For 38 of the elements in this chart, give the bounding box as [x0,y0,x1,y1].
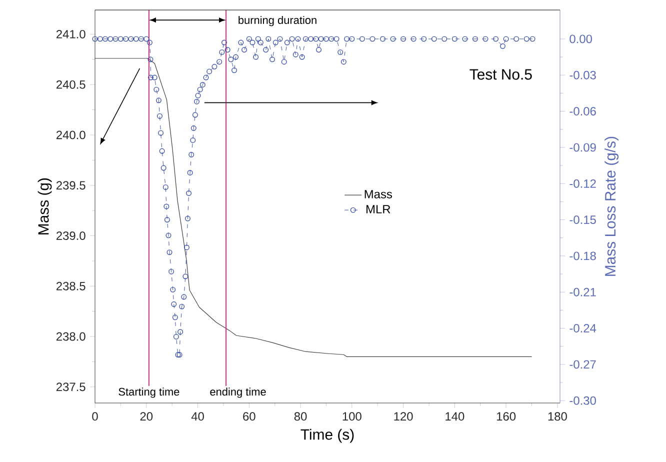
y2-tick-label: 0.00 [570,34,592,44]
ref-line-label: ending time [210,388,266,398]
y2-tick-label: -0.27 [570,360,596,369]
legend-label: Mass [364,190,392,198]
y-tick-label: 238.5 [56,282,86,290]
y-tick-label: 241.0 [56,30,86,38]
y2-tick-label: -0.15 [570,216,596,224]
y2-tick-label: -0.24 [570,324,596,332]
x-tick-label: 140 [446,412,464,421]
x-tick-label: 40 [191,412,204,421]
x-tick-label: 80 [294,412,307,421]
x-tick-label: 0 [92,412,98,421]
y2-tick-label: -0.03 [570,70,596,80]
y-tick-label: 238.0 [56,332,86,341]
y2-tick-label: -0.06 [570,107,596,116]
x-tick-label: 160 [496,412,516,421]
annotation: burning duration [238,16,316,26]
y-tick-label: 237.5 [56,382,86,392]
y2-tick-label: -0.09 [570,143,596,152]
x-axis-title: Time (s) [300,428,354,443]
y2-tick-label: -0.18 [570,252,596,260]
x-tick-label: 100 [342,412,362,421]
y-tick-label: 239.0 [56,231,86,240]
x-tick-label: 20 [140,412,153,421]
x-tick-label: 120 [394,412,413,421]
y2-axis-title: Mass Loss Rate (g/s) [604,136,619,276]
y-tick-label: 240.5 [56,80,86,89]
annotation: Test No.5 [470,69,532,80]
y2-tick-label: -0.21 [570,288,596,296]
y-axis-title: Mass (g) [38,178,52,234]
legend-label: MLR [366,205,390,214]
x-tick-label: 60 [243,412,256,421]
y2-tick-label: -0.30 [570,396,596,405]
y2-tick-label: -0.12 [570,179,596,188]
y-tick-label: 239.5 [56,181,86,190]
y-tick-label: 240.0 [56,130,86,140]
ref-line-label: Starting time [118,388,180,398]
x-tick-label: 180 [548,412,567,421]
